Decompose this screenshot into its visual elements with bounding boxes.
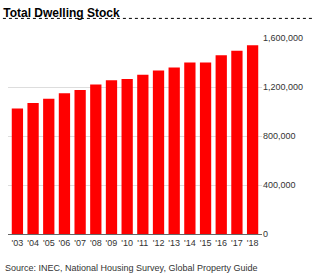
svg-text:400,000: 400,000 [263,180,296,190]
svg-text:Total Dwelling Stock: Total Dwelling Stock [3,6,120,20]
svg-text:'10: '10 [121,238,133,248]
svg-text:1,200,000: 1,200,000 [263,82,303,92]
svg-text:'13: '13 [168,238,180,248]
svg-text:'18: '18 [247,238,259,248]
svg-text:'08: '08 [90,238,102,248]
svg-text:'11: '11 [137,238,148,248]
svg-text:1,600,000: 1,600,000 [263,33,303,43]
svg-text:'07: '07 [74,238,86,248]
svg-text:'16: '16 [215,238,227,248]
svg-text:'05: '05 [43,238,55,248]
svg-text:800,000: 800,000 [263,131,296,141]
svg-text:'03: '03 [12,238,24,248]
svg-text:'14: '14 [184,238,196,248]
svg-text:0: 0 [263,229,268,239]
svg-text:'15: '15 [200,238,212,248]
svg-text:Source: INEC, National Housing: Source: INEC, National Housing Survey, G… [5,263,257,273]
svg-text:'04: '04 [27,238,39,248]
svg-text:'06: '06 [59,238,71,248]
svg-text:'12: '12 [153,238,165,248]
svg-text:'17: '17 [231,238,243,248]
svg-text:'09: '09 [106,238,118,248]
